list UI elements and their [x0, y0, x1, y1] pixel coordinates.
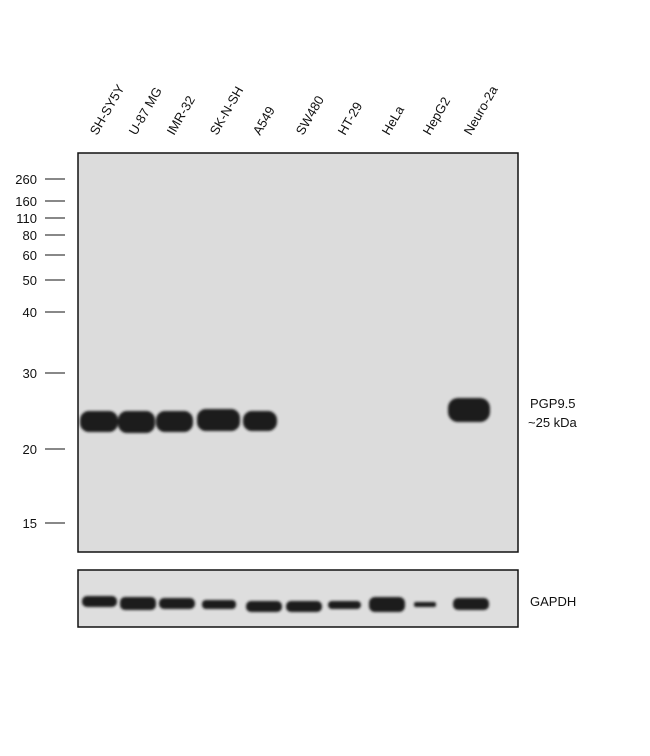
band — [202, 600, 236, 609]
lane-label: HepG2 — [420, 94, 454, 137]
marker-label: 20 — [23, 442, 37, 457]
marker-label: 110 — [16, 211, 37, 226]
band — [156, 411, 193, 432]
band — [159, 598, 195, 609]
marker-label: 50 — [23, 273, 37, 288]
band — [453, 598, 489, 610]
marker-label: 60 — [23, 248, 37, 263]
band — [369, 597, 405, 612]
target-label: PGP9.5 — [530, 396, 576, 411]
lane-label: SW480 — [293, 93, 327, 137]
lane-label: A549 — [250, 104, 278, 138]
pgp95-bands — [80, 398, 490, 433]
lane-label: SH-SY5Y — [87, 82, 128, 138]
gapdh-bands — [82, 596, 489, 612]
band — [80, 411, 118, 432]
lane-label: Neuro-2a — [461, 82, 501, 137]
lane-label: IMR-32 — [164, 93, 198, 137]
loading-control-label: GAPDH — [530, 594, 576, 609]
target-size: ~25 kDa — [528, 415, 578, 430]
marker-label: 260 — [15, 172, 37, 187]
band — [448, 398, 490, 422]
band — [414, 602, 436, 607]
marker-label: 160 — [15, 194, 37, 209]
marker-label: 30 — [23, 366, 37, 381]
band — [243, 411, 277, 431]
marker-label: 80 — [23, 228, 37, 243]
gapdh-blot — [77, 569, 519, 628]
band — [118, 411, 155, 433]
lane-label: HeLa — [379, 102, 408, 137]
main-blot — [77, 152, 519, 553]
marker-label: 15 — [23, 516, 37, 531]
band — [120, 597, 156, 610]
band — [286, 601, 322, 612]
lane-label: U-87 MG — [126, 84, 165, 137]
band — [246, 601, 282, 612]
lane-label: HT-29 — [335, 99, 366, 137]
lane-label: SK-N-SH — [207, 84, 247, 138]
marker-label: 40 — [23, 305, 37, 320]
band — [197, 409, 240, 431]
band — [328, 601, 361, 609]
band — [82, 596, 117, 607]
